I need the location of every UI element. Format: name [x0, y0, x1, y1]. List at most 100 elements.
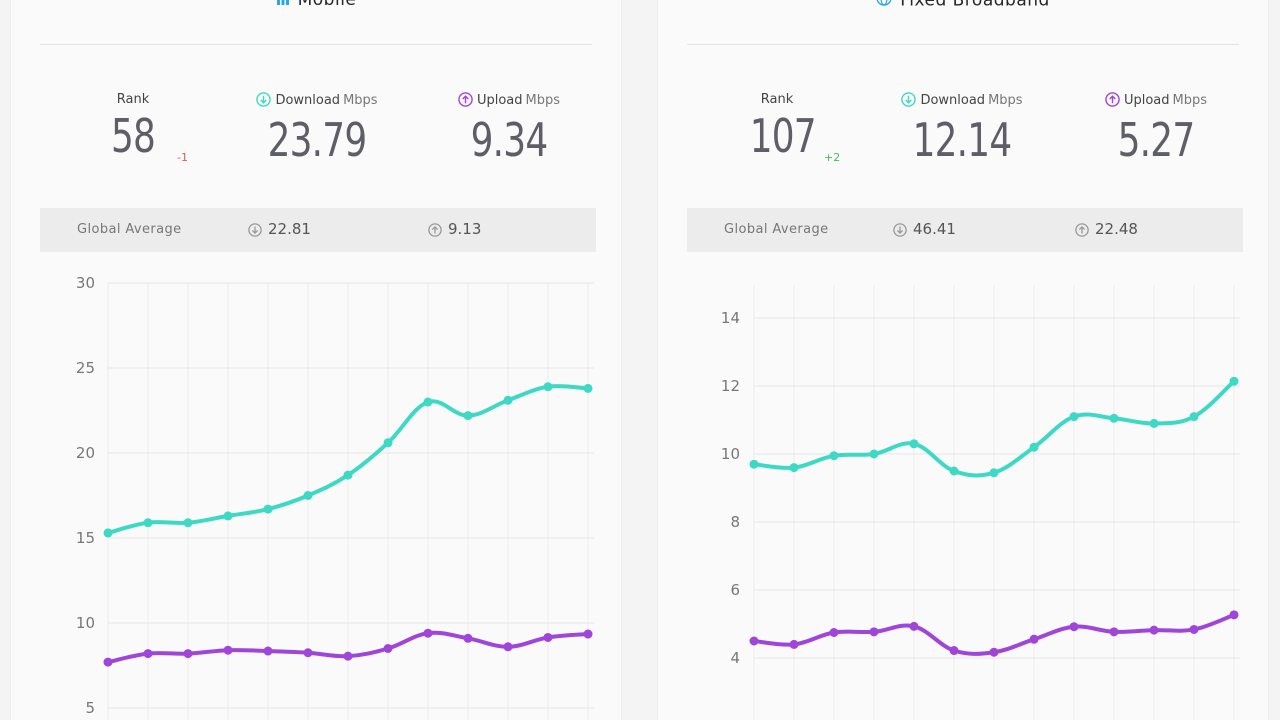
global-download: 46.41 [893, 220, 956, 241]
data-point[interactable] [1029, 442, 1039, 452]
data-point[interactable] [909, 439, 919, 449]
data-point[interactable] [383, 644, 393, 653]
data-point[interactable] [583, 383, 593, 393]
globe-icon [876, 0, 892, 11]
y-tick-label: 8 [730, 513, 740, 531]
data-point[interactable] [223, 511, 233, 521]
mobile-title: Mobile [11, 0, 621, 10]
download-unit: Mbps [343, 93, 378, 108]
upload-icon [428, 223, 442, 241]
mobile-title-text: Mobile [297, 0, 357, 10]
upload-icon [1105, 92, 1120, 111]
data-point[interactable] [303, 491, 313, 500]
download-metric: Download Mbps 12.14 [882, 92, 1042, 169]
data-point[interactable] [949, 646, 959, 656]
data-point[interactable] [749, 459, 759, 469]
data-point[interactable] [1189, 412, 1199, 422]
global-download: 22.81 [248, 220, 311, 241]
data-point[interactable] [1149, 625, 1159, 635]
data-point[interactable] [1189, 624, 1199, 634]
data-point[interactable] [869, 449, 879, 459]
download-label: Download [920, 93, 986, 108]
global-upload-value: 9.13 [448, 220, 482, 238]
data-point[interactable] [1109, 413, 1119, 423]
upload-metric: Upload Mbps 9.34 [429, 92, 589, 169]
data-point[interactable] [1069, 412, 1079, 422]
data-point[interactable] [263, 646, 273, 656]
data-point[interactable] [1229, 610, 1239, 620]
download-value: 23.79 [267, 113, 368, 167]
data-point[interactable] [1029, 634, 1039, 644]
download-label: Download [275, 93, 341, 108]
global-average-bar: Global Average 22.81 9.13 [40, 208, 596, 252]
data-point[interactable] [423, 397, 433, 407]
data-point[interactable] [103, 657, 113, 667]
data-point[interactable] [829, 628, 839, 637]
upload-value: 5.27 [1117, 113, 1196, 167]
download-metric: Download Mbps 23.79 [237, 92, 397, 169]
y-tick-label: 6 [730, 581, 740, 599]
data-point[interactable] [583, 629, 593, 639]
data-point[interactable] [143, 649, 153, 659]
data-point[interactable] [949, 466, 959, 476]
data-point[interactable] [263, 504, 273, 514]
data-point[interactable] [789, 463, 799, 473]
download-icon [256, 92, 272, 111]
data-point[interactable] [463, 633, 473, 643]
download-icon [893, 223, 907, 241]
y-tick-label: 15 [76, 529, 95, 547]
mobile-speed-chart: 5 10 15 20 25 30 [76, 274, 594, 720]
y-tick-label: 12 [721, 377, 740, 395]
mobile-panel: Mobile Rank 58 -1 Download Mbps 23.79 Upl… [10, 0, 622, 720]
fixed-speed-chart: 4 6 8 10 12 14 [721, 285, 1240, 720]
rank-label: Rank [760, 92, 794, 107]
data-point[interactable] [1069, 622, 1079, 632]
data-point[interactable] [423, 628, 433, 638]
data-point[interactable] [543, 632, 553, 642]
data-point[interactable] [383, 438, 393, 448]
data-point[interactable] [789, 639, 799, 649]
y-tick-label: 14 [721, 309, 740, 327]
global-upload: 22.48 [1075, 220, 1138, 241]
data-point[interactable] [503, 642, 513, 652]
upload-label: Upload [476, 93, 523, 108]
rank-metric: Rank 58 -1 [103, 92, 188, 165]
upload-unit: Mbps [1172, 93, 1208, 108]
rank-value: 58 [110, 109, 156, 163]
data-point[interactable] [1109, 627, 1119, 637]
global-download-value: 46.41 [913, 220, 956, 238]
data-point[interactable] [543, 382, 553, 392]
global-average-label: Global Average [724, 222, 829, 237]
data-point[interactable] [829, 451, 839, 461]
data-point[interactable] [1229, 376, 1239, 386]
signal-bars-icon [276, 0, 290, 10]
download-value: 12.14 [912, 113, 1013, 167]
download-icon [248, 223, 262, 241]
upload-icon [458, 92, 473, 111]
data-point[interactable] [343, 651, 353, 661]
rank-change: +2 [824, 151, 841, 164]
data-point[interactable] [223, 645, 233, 655]
data-point[interactable] [143, 518, 153, 528]
data-point[interactable] [183, 649, 193, 659]
data-point[interactable] [183, 518, 193, 528]
data-point[interactable] [989, 468, 999, 478]
y-tick-label: 10 [76, 614, 95, 632]
data-point[interactable] [1149, 418, 1159, 428]
data-point[interactable] [343, 470, 353, 480]
rank-change: -1 [177, 151, 188, 164]
data-point[interactable] [749, 636, 759, 646]
upload-label: Upload [1123, 93, 1170, 108]
fixed-title: Fixed Broadband [658, 0, 1268, 11]
y-tick-label: 30 [76, 274, 95, 292]
data-point[interactable] [103, 528, 113, 538]
data-point[interactable] [303, 648, 313, 658]
download-icon [901, 92, 917, 111]
data-point[interactable] [989, 647, 999, 657]
data-point[interactable] [503, 395, 513, 405]
upload-metric: Upload Mbps 5.27 [1076, 92, 1236, 169]
data-point[interactable] [869, 627, 879, 637]
data-point[interactable] [463, 411, 473, 421]
data-point[interactable] [909, 621, 919, 631]
header-divider [687, 44, 1239, 45]
